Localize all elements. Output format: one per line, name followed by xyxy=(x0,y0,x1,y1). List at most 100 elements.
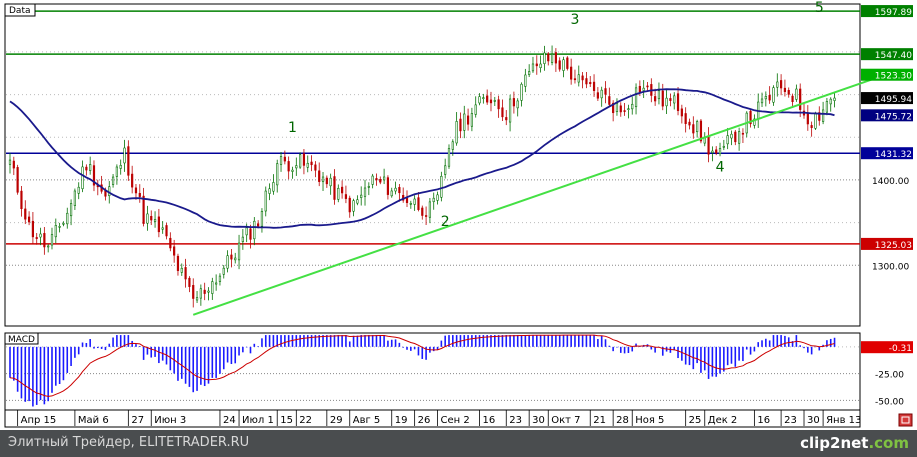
candle-body xyxy=(596,92,599,99)
close-icon[interactable] xyxy=(898,413,913,427)
candle-body xyxy=(413,198,416,205)
candle-body xyxy=(478,96,481,104)
candle-body xyxy=(318,170,321,182)
candle-body xyxy=(302,153,306,166)
candle-body xyxy=(249,228,252,240)
candle-body xyxy=(215,282,218,285)
wave-label-1: 1 xyxy=(288,120,297,136)
candle-body xyxy=(573,78,577,81)
candle-body xyxy=(825,101,829,113)
data-panel-label-box xyxy=(4,3,36,17)
moving-average-line xyxy=(9,88,835,229)
x-tick-label: 23 xyxy=(784,415,797,426)
x-tick-label: Авг 5 xyxy=(353,415,381,426)
candle-body xyxy=(131,173,134,188)
candle-body xyxy=(245,227,248,236)
candle-body xyxy=(43,233,46,248)
price-axis-label: 1300.00 xyxy=(872,262,909,272)
candle-body xyxy=(54,225,57,238)
candle-body xyxy=(375,178,378,181)
candle-body xyxy=(661,90,664,107)
candle-body xyxy=(192,285,195,299)
candle-body xyxy=(287,161,290,172)
candle-body xyxy=(508,98,512,123)
footer-source-text: Элитный Трейдер, ELITETRADER.RU xyxy=(8,435,250,450)
candle-body xyxy=(237,242,241,261)
candle-body xyxy=(722,145,725,148)
candle-body xyxy=(734,131,737,143)
candle-body xyxy=(329,177,332,187)
candle-body xyxy=(295,165,298,169)
candle-body xyxy=(623,110,626,112)
candle-body xyxy=(829,98,832,105)
candle-body xyxy=(589,82,592,85)
candle-body xyxy=(482,97,485,99)
candle-body xyxy=(711,150,714,153)
clip2net-logo: clip2net.com xyxy=(800,434,909,452)
candle-body xyxy=(111,176,115,185)
candle-body xyxy=(104,190,107,197)
candle-body xyxy=(150,216,153,221)
candle-body xyxy=(604,88,607,95)
candle-body xyxy=(341,186,344,194)
candle-body xyxy=(718,148,722,155)
candle-body xyxy=(268,188,271,194)
candle-body xyxy=(279,156,283,165)
macd-panel xyxy=(4,332,861,411)
candle-body xyxy=(50,234,54,246)
candle-body xyxy=(119,164,122,169)
wave-label-2: 2 xyxy=(441,214,450,230)
candle-body xyxy=(539,63,542,69)
candle-body xyxy=(780,80,783,89)
candle-body xyxy=(306,162,309,168)
candle-body xyxy=(753,118,756,126)
candle-body xyxy=(726,135,729,145)
candle-body xyxy=(680,108,683,117)
price-badge-1325.03 xyxy=(861,237,913,250)
candle-body xyxy=(566,57,569,69)
x-tick-label: 27 xyxy=(131,415,144,426)
candle-body xyxy=(631,103,634,110)
candle-body xyxy=(505,117,508,121)
candle-body xyxy=(394,187,397,192)
wave-label-3: 3 xyxy=(571,12,580,28)
candle-body xyxy=(299,154,302,168)
x-tick-label: 22 xyxy=(299,415,312,426)
candle-body xyxy=(85,166,88,171)
candle-body xyxy=(821,109,825,122)
candle-body xyxy=(654,96,657,102)
price-badge-1495.94 xyxy=(861,92,913,105)
candle-body xyxy=(283,156,286,162)
price-badge-1597.89 xyxy=(861,5,913,18)
candle-body xyxy=(348,197,351,213)
candle-body xyxy=(260,210,264,227)
candle-body xyxy=(501,107,504,118)
candle-body xyxy=(379,178,382,183)
candle-body xyxy=(570,66,573,80)
candle-body xyxy=(314,164,317,171)
macd-signal-line xyxy=(9,334,835,397)
candle-body xyxy=(619,105,622,113)
x-tick-label: 28 xyxy=(616,415,629,426)
candle-body xyxy=(363,187,367,197)
candle-body xyxy=(715,149,718,154)
candle-body xyxy=(444,165,447,175)
candle-body xyxy=(440,175,443,198)
x-tick-label: Дек 2 xyxy=(708,415,738,426)
candle-body xyxy=(554,52,557,64)
candle-body xyxy=(486,95,489,103)
candle-body xyxy=(165,225,168,237)
price-badge--0.31 xyxy=(861,341,913,354)
x-tick-label: 19 xyxy=(395,415,408,426)
candle-body xyxy=(272,182,275,192)
candle-body xyxy=(16,167,19,193)
price-panel xyxy=(4,3,861,327)
macd-axis-label: -25.00 xyxy=(875,371,904,381)
x-tick-label: 21 xyxy=(593,415,606,426)
candle-body xyxy=(264,190,267,212)
candle-body xyxy=(459,118,462,132)
x-tick-label: Ноя 5 xyxy=(635,415,664,426)
candle-body xyxy=(325,177,328,185)
candle-body xyxy=(321,176,325,183)
price-badge-1523.30 xyxy=(861,68,913,81)
